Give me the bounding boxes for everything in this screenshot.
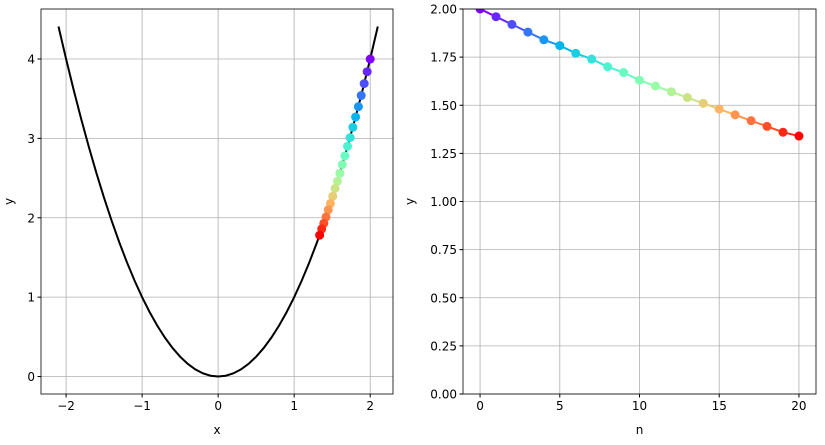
axes-frame [40,8,394,395]
y-tick-label: 1.00 [430,195,457,209]
x-tick-label: 2 [366,399,374,413]
y-axis-label: y [2,198,16,205]
y-tick-label: 1.75 [430,51,457,65]
point [635,75,644,85]
y-tick-label: 2.00 [430,3,457,17]
y-axis-label: y [403,198,417,205]
point [746,116,756,126]
point [587,54,597,64]
point [330,183,340,193]
y-tick-label: 0.25 [430,339,457,353]
point [762,121,772,131]
y-tick-label: 1.50 [430,99,457,113]
point [315,230,325,240]
point [603,62,613,72]
point [682,93,692,103]
point [343,141,353,151]
y-tick-label: 4 [27,53,35,67]
x-tick-label: 1 [290,399,298,413]
y-tick-label: 0.75 [430,243,457,257]
axes-frame [462,8,817,395]
point [353,102,363,112]
point [650,81,660,91]
point [348,122,358,132]
point [340,151,350,161]
point [555,41,565,51]
plot-area [57,26,379,378]
point [328,191,338,201]
plot-area [475,9,804,141]
x-tick-label: 0 [476,399,484,413]
y-tick-label: 3 [27,132,35,146]
x-tick-label: −1 [133,399,151,413]
point [778,127,788,137]
point [323,205,333,215]
point [714,104,724,114]
point [571,48,581,58]
x-tick-label: 5 [556,399,564,413]
y-tick-label: 2 [27,211,35,225]
y-tick-label: 1.25 [430,147,457,161]
point [351,112,361,122]
x-tick-label: 20 [791,399,806,413]
point [345,133,355,143]
x-tick-label: 10 [632,399,647,413]
x-axis-label: n [636,423,644,437]
y-tick-label: 0 [27,370,35,384]
y-tick-label: 1 [27,291,35,305]
x-tick-label: −2 [57,399,75,413]
point [332,176,342,186]
point [365,54,375,64]
point [539,35,549,45]
point [619,68,629,78]
point [359,79,369,89]
y-tick-label: 0.50 [430,291,457,305]
point [507,19,517,29]
point [475,9,485,14]
point [698,98,708,108]
point [794,131,804,141]
point [730,110,740,120]
point [337,160,347,170]
point [362,67,372,77]
point [356,91,366,101]
x-tick-label: 15 [712,399,727,413]
x-axis-label: x [213,423,220,437]
x-tick-label: 0 [214,399,222,413]
point [523,27,533,37]
point [491,12,501,22]
point [335,168,345,178]
point [666,87,676,97]
y-tick-label: 0.00 [430,388,457,402]
